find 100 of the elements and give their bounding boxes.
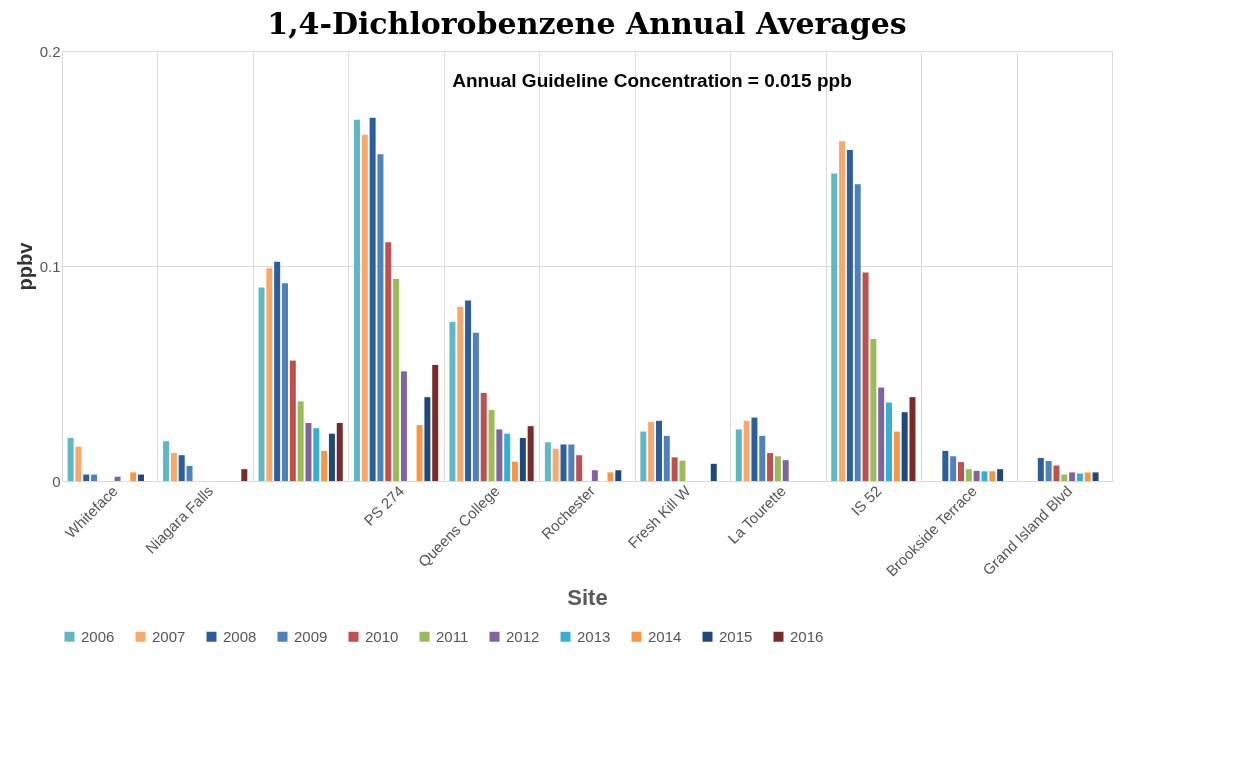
bar (560, 444, 567, 481)
legend-label: 2006 (81, 627, 115, 645)
bar (289, 360, 296, 481)
bar (305, 422, 312, 481)
legend-label: 2014 (648, 627, 682, 645)
legend-label: 2011 (436, 627, 469, 645)
bar (909, 397, 916, 481)
bar (648, 421, 655, 481)
bar (527, 426, 534, 481)
bar (369, 117, 376, 481)
bar (544, 442, 551, 481)
bar (862, 272, 869, 481)
bar (846, 149, 853, 481)
bar (1045, 461, 1052, 481)
bar (552, 448, 559, 481)
bar (759, 435, 766, 481)
bar (591, 470, 598, 481)
legend-label: 2008 (223, 627, 257, 645)
chart-title: 1,4-Dichlorobenzene Annual Averages (267, 6, 907, 41)
bar (782, 460, 789, 481)
bar (480, 392, 487, 481)
legend-label: 2012 (506, 627, 540, 645)
bar (663, 435, 670, 481)
bar (321, 450, 328, 481)
bar (258, 287, 265, 481)
legend-label: 2013 (577, 627, 611, 645)
bar (449, 321, 456, 481)
bar (241, 469, 248, 481)
bar (989, 471, 996, 481)
bar (576, 455, 583, 481)
bar (519, 438, 526, 481)
bar (328, 433, 335, 481)
x-tick-label: IS 52 (847, 482, 885, 519)
bar (178, 455, 185, 481)
bar (400, 371, 407, 481)
bar (1037, 458, 1044, 481)
bar (512, 461, 519, 481)
bar (361, 134, 368, 481)
bar (1069, 472, 1076, 481)
bar (186, 465, 193, 481)
bar (973, 470, 980, 481)
bar (297, 401, 304, 481)
bar (640, 431, 647, 481)
bar (91, 474, 98, 481)
bar (313, 428, 320, 481)
bar (901, 412, 908, 481)
bar (886, 402, 893, 481)
x-tick-label: PS 274 (360, 482, 408, 529)
bar (568, 444, 575, 481)
bar (743, 420, 750, 481)
bar (67, 438, 74, 481)
bar (114, 476, 121, 481)
bar (138, 474, 145, 481)
legend-label: 2009 (294, 627, 328, 645)
bar (981, 471, 988, 481)
bar (416, 425, 423, 481)
bar (488, 410, 495, 481)
bar (854, 184, 861, 481)
bar (163, 441, 170, 481)
bar (878, 387, 885, 481)
bar (281, 283, 288, 481)
bar (274, 261, 281, 481)
bar (735, 429, 742, 481)
bar (615, 470, 622, 481)
y-tick-label: 0 (52, 472, 61, 490)
bar (385, 242, 392, 481)
bar (942, 450, 949, 481)
bar (767, 453, 774, 481)
bar (130, 472, 137, 481)
bar (893, 431, 900, 481)
bar (679, 460, 686, 481)
bar (1053, 465, 1060, 481)
bar (83, 474, 90, 481)
bar (965, 469, 972, 481)
bar (751, 417, 758, 481)
bar (607, 472, 614, 481)
bar (336, 422, 343, 481)
bar (496, 429, 503, 481)
bar (997, 469, 1004, 481)
bar (1061, 474, 1068, 481)
legend-label: 2010 (365, 627, 399, 645)
bar (671, 457, 678, 481)
y-tick-label: 0.2 (39, 42, 61, 60)
bar (655, 420, 662, 481)
x-axis-title: Site (567, 584, 608, 610)
bar (424, 397, 431, 481)
bar (950, 456, 957, 481)
bar (170, 453, 177, 481)
bar (353, 119, 360, 481)
legend-label: 2015 (719, 627, 753, 645)
bar (266, 268, 273, 481)
bar (774, 456, 781, 481)
bar (465, 300, 472, 481)
legend-label: 2007 (152, 627, 186, 645)
y-axis-title: ppbv (13, 241, 36, 291)
bar (1084, 472, 1091, 481)
bar (870, 339, 877, 481)
y-tick-label: 0.1 (39, 257, 61, 275)
bar (472, 332, 479, 481)
bar (710, 463, 717, 481)
